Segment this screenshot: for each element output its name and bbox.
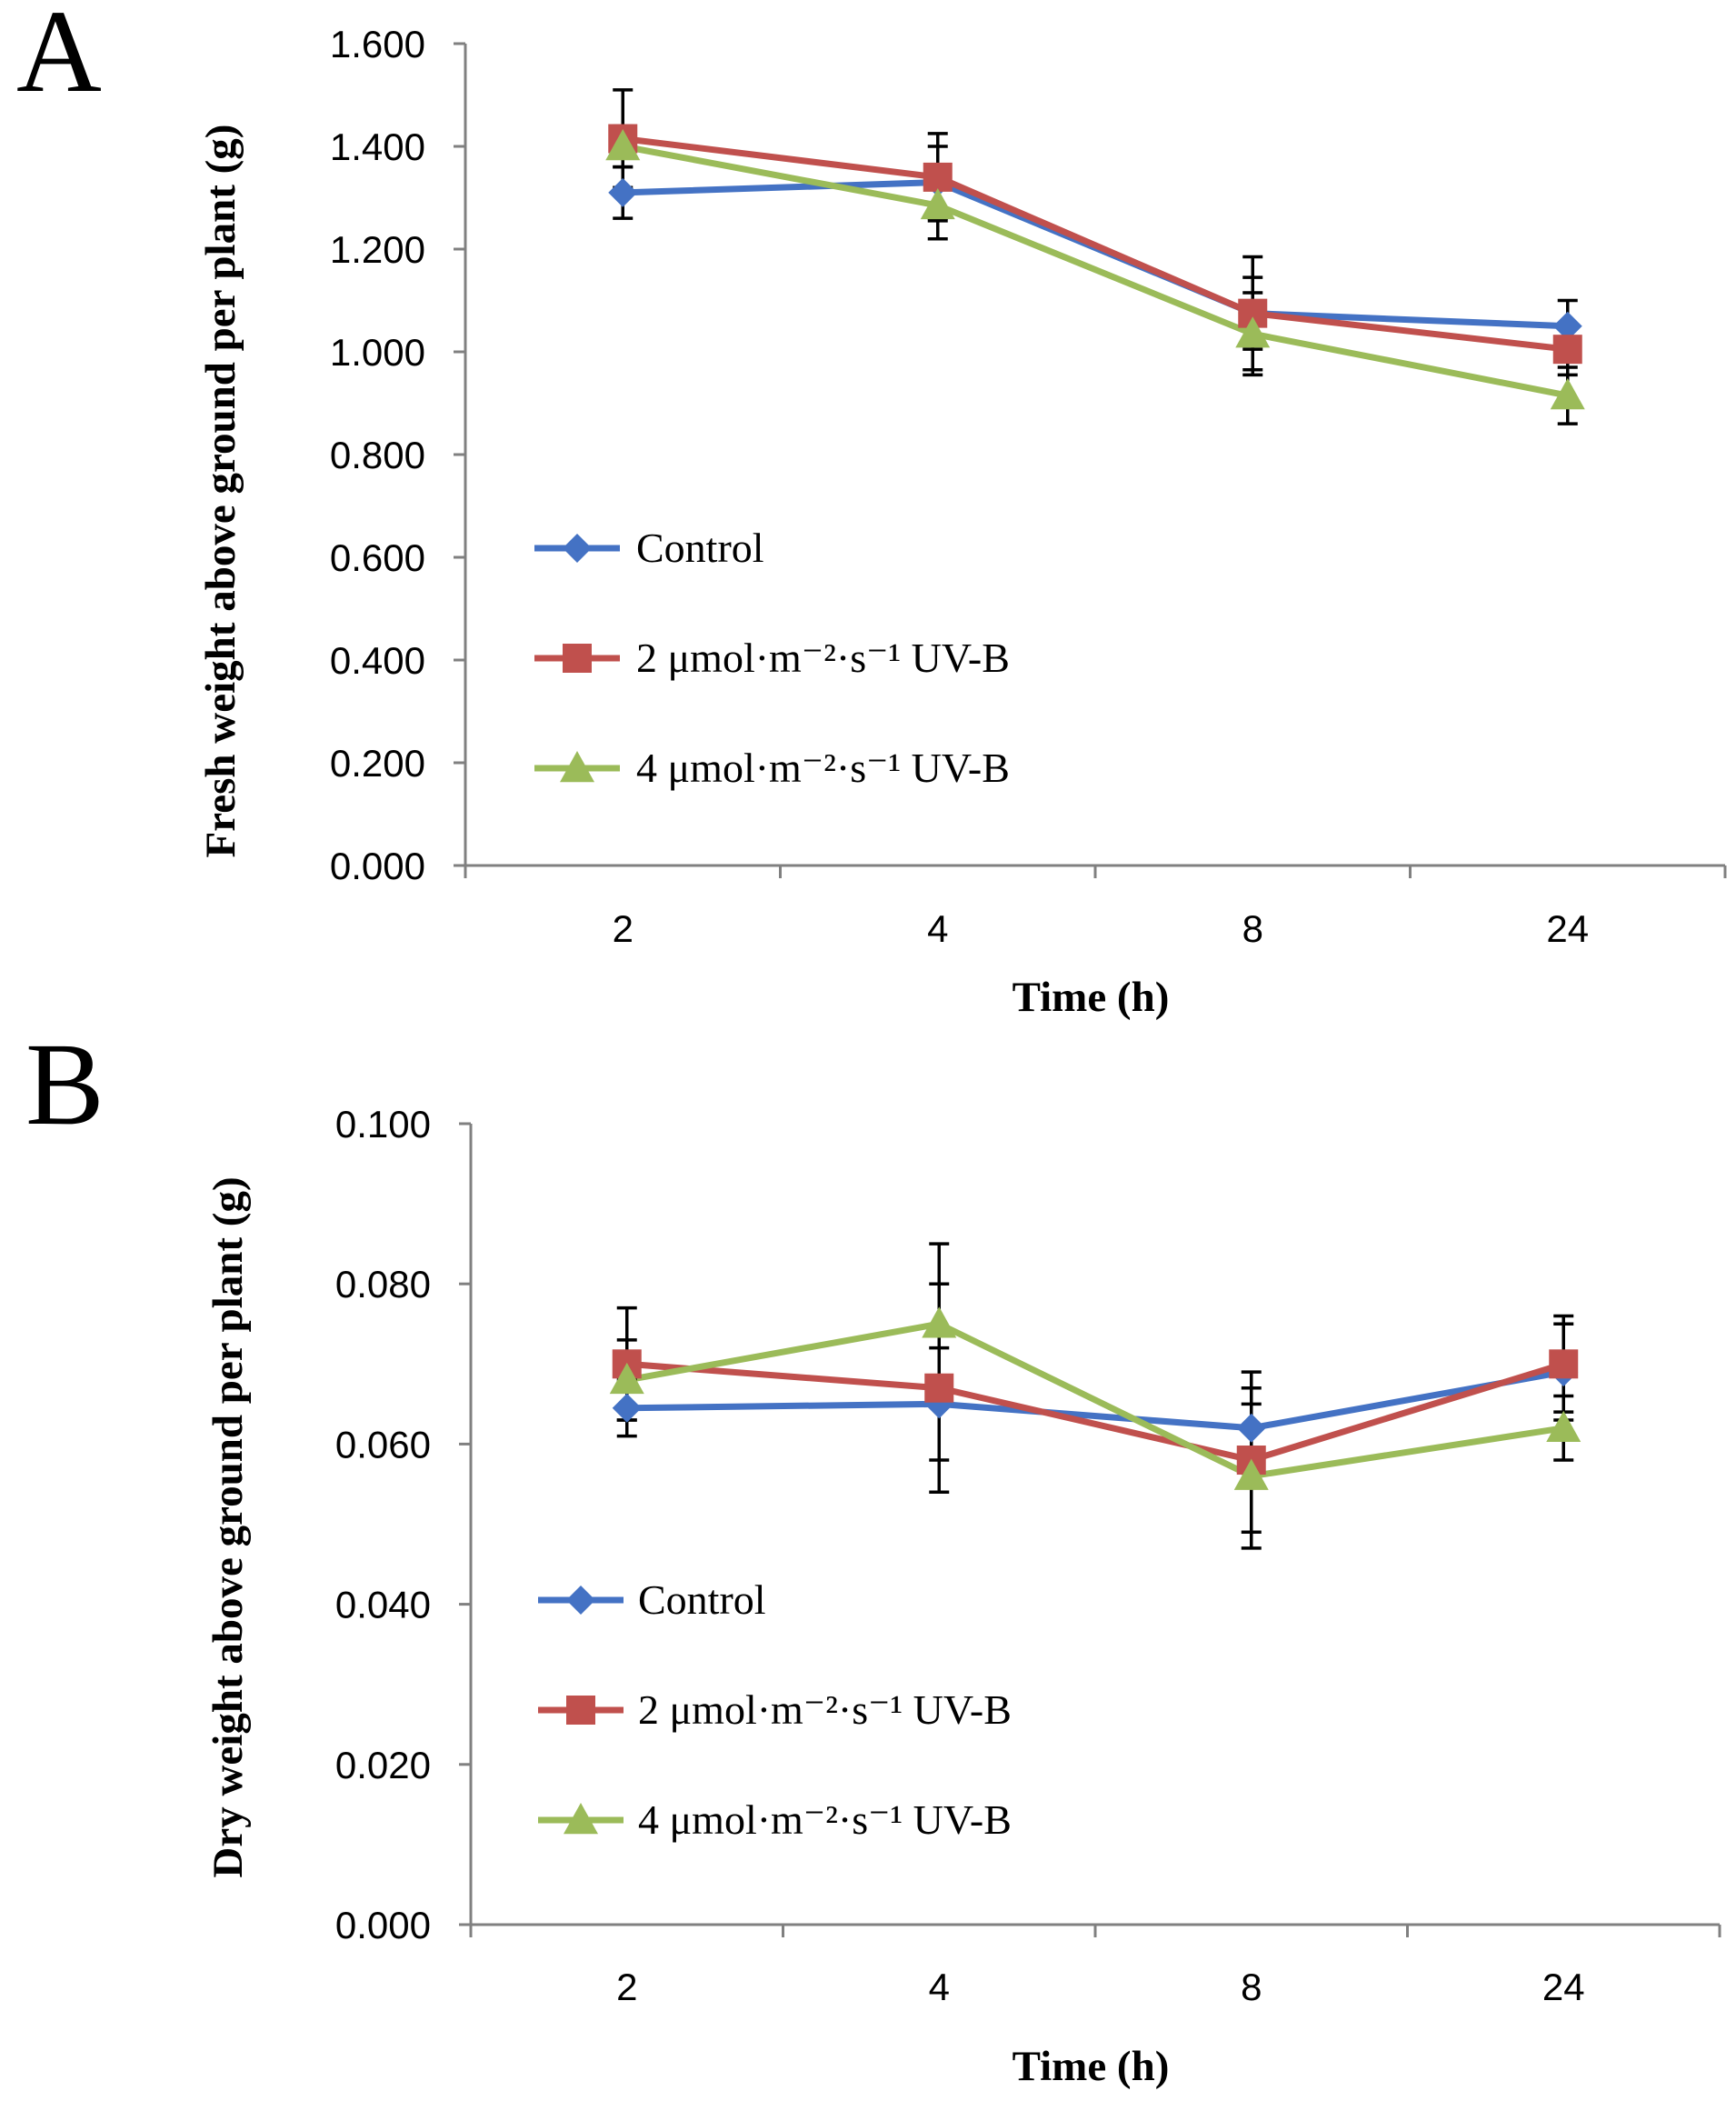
data-point-triangle (605, 129, 641, 161)
x-tick-label: 2 (616, 1966, 637, 2008)
legend-item: 2 μmol·m⁻²·s⁻¹ UV-B (538, 1686, 1012, 1733)
legend-item: Control (534, 525, 764, 571)
y-tick-label: 0.060 (335, 1423, 431, 1466)
panel-label: A (16, 0, 102, 117)
y-tick-label: 0.100 (335, 1103, 431, 1146)
data-point-diamond (1552, 311, 1582, 341)
legend-item: 4 μmol·m⁻²·s⁻¹ UV-B (538, 1796, 1012, 1843)
x-tick-label: 24 (1542, 1966, 1585, 2008)
x-axis-title: Time (h) (1013, 2043, 1170, 2090)
legend-swatch-marker (560, 751, 594, 783)
y-axis-title: Dry weight above ground per plant (g) (205, 1176, 252, 1877)
legend-label: 4 μmol·m⁻²·s⁻¹ UV-B (638, 1796, 1012, 1843)
series-line-2 (619, 143, 1571, 399)
chart-panel-a: A 0.000 0.200 0.400 0.600 0.800 1.000 1.200 1.40… (16, 0, 1727, 1021)
y-tick-label: 1.400 (330, 125, 425, 168)
y-tick-label: 0.400 (330, 639, 425, 682)
x-tick-label: 4 (927, 907, 948, 950)
legend-label: Control (636, 525, 764, 571)
x-tick-label: 8 (1242, 907, 1263, 950)
data-point-triangle (1550, 378, 1585, 410)
series-line-0 (619, 179, 1571, 330)
data-point-square (1549, 1349, 1579, 1379)
y-axis-title: Fresh weight above ground per plant (g) (197, 125, 244, 858)
y-tick-label: 0.600 (330, 536, 425, 579)
y-tick-label: 0.000 (330, 845, 425, 887)
legend-label: 4 μmol·m⁻²·s⁻¹ UV-B (636, 745, 1010, 791)
y-tick-label: 0.000 (335, 1904, 431, 1946)
data-point-triangle (920, 187, 955, 220)
data-point-square (1552, 335, 1582, 365)
data-point-diamond (608, 177, 638, 207)
y-tick-label: 1.200 (330, 228, 425, 271)
x-tick-label: 4 (929, 1966, 950, 2008)
x-tick-label: 8 (1241, 1966, 1262, 2008)
data-point-diamond (612, 1393, 642, 1423)
legend-swatch-marker (566, 1586, 595, 1615)
legend-item: 2 μmol·m⁻²·s⁻¹ UV-B (534, 635, 1010, 681)
data-point-triangle (1235, 316, 1271, 348)
x-tick-label: 24 (1546, 907, 1589, 950)
y-tick-label: 0.040 (335, 1584, 431, 1626)
legend-label: Control (638, 1576, 766, 1623)
data-point-triangle (1233, 1458, 1269, 1490)
legend-item: 4 μmol·m⁻²·s⁻¹ UV-B (534, 745, 1010, 791)
legend-swatch-marker (566, 1696, 595, 1725)
x-axis-title: Time (h) (1013, 974, 1170, 1021)
legend: Control 2 μmol·m⁻²·s⁻¹ UV-B 4 μmol·m⁻²·s⁻¹… (538, 1576, 1012, 1843)
legend-swatch-marker (563, 534, 592, 563)
legend-swatch-marker (564, 1803, 598, 1835)
legend-swatch-marker (563, 644, 592, 673)
legend: Control 2 μmol·m⁻²·s⁻¹ UV-B 4 μmol·m⁻²·s⁻¹… (534, 525, 1010, 791)
series-line-1 (619, 135, 1571, 353)
data-point-triangle (609, 1362, 644, 1395)
y-tick-label: 0.200 (330, 742, 425, 785)
series-line-1 (624, 1360, 1567, 1464)
series-line-2 (624, 1320, 1567, 1480)
legend-item: Control (538, 1576, 766, 1623)
y-tick-label: 1.000 (330, 331, 425, 374)
panel-label: B (25, 1019, 105, 1150)
data-point-square (924, 1373, 954, 1403)
x-tick-label: 2 (613, 907, 634, 950)
data-point-diamond (1236, 1413, 1266, 1443)
y-tick-label: 0.080 (335, 1263, 431, 1306)
series-line-0 (624, 1368, 1567, 1432)
data-point-square (923, 162, 953, 192)
data-point-triangle (922, 1306, 957, 1338)
y-tick-label: 1.600 (330, 23, 425, 65)
legend-label: 2 μmol·m⁻²·s⁻¹ UV-B (636, 635, 1010, 681)
y-tick-label: 0.020 (335, 1744, 431, 1786)
data-point-triangle (1546, 1410, 1581, 1442)
legend-label: 2 μmol·m⁻²·s⁻¹ UV-B (638, 1686, 1012, 1733)
y-tick-label: 0.800 (330, 434, 425, 476)
